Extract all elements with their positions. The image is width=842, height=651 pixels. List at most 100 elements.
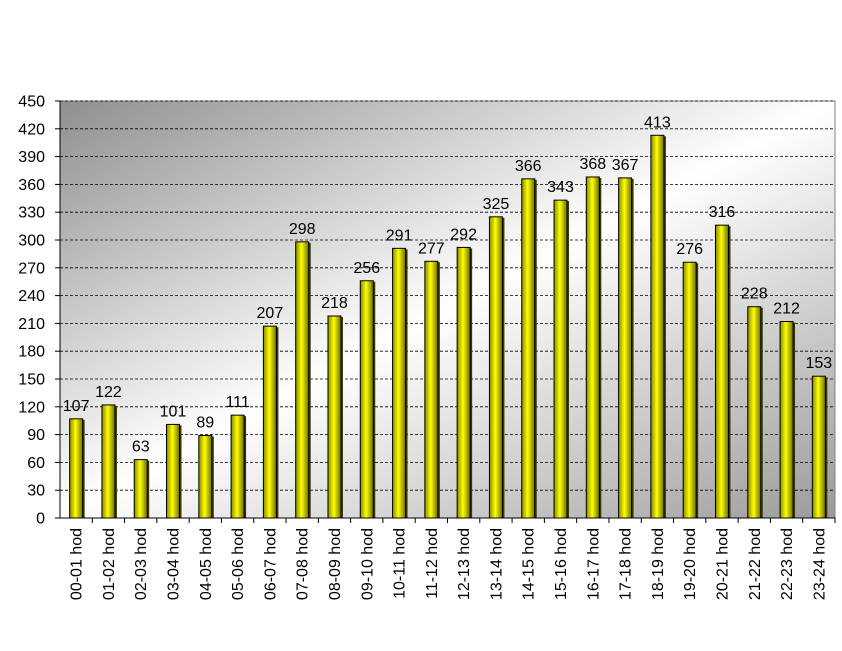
data-labels: 107 122 63 101 89 111 207 298 218 256 291 277 292 325… <box>63 114 833 455</box>
bar <box>230 414 247 519</box>
bar-body <box>747 306 762 519</box>
bar-side <box>437 262 440 518</box>
x-tick-label: 18-19 hod <box>650 528 667 600</box>
data-label: 207 <box>257 305 284 322</box>
bar <box>456 246 473 519</box>
data-label: 153 <box>806 355 833 372</box>
bar-side <box>308 242 311 518</box>
bar-body <box>166 423 181 519</box>
data-label: 63 <box>132 439 150 456</box>
bar <box>295 241 311 519</box>
bar <box>521 178 537 519</box>
bar-side <box>470 248 473 518</box>
bar-body <box>456 246 471 519</box>
bar <box>682 261 699 519</box>
bar-side <box>244 416 247 518</box>
bar-side <box>82 419 85 518</box>
bar-body <box>230 414 245 519</box>
bar <box>262 325 279 519</box>
data-label: 101 <box>160 403 187 420</box>
bar-body <box>811 375 826 519</box>
bar-body <box>198 435 213 519</box>
y-tick-label: 270 <box>18 260 45 277</box>
bar-body <box>521 178 536 519</box>
x-tick-label: 19-20 hod <box>682 528 699 600</box>
x-tick-label: 23-24 hod <box>811 528 828 600</box>
bar-body <box>359 280 374 519</box>
bar-side <box>276 327 279 518</box>
y-tick-label: 330 <box>18 205 45 222</box>
y-tick-label: 300 <box>18 233 45 250</box>
y-tick-label: 90 <box>27 427 45 444</box>
x-tick-label: 01-02 hod <box>101 528 118 600</box>
bar <box>553 199 570 519</box>
x-tick-label: 03-04 hod <box>166 528 183 600</box>
bar-body <box>618 177 633 519</box>
bar-side <box>696 263 699 518</box>
bar <box>69 418 85 519</box>
data-label: 291 <box>386 227 413 244</box>
bar-side <box>631 178 634 518</box>
x-tick-label: 22-23 hod <box>779 528 796 600</box>
y-tick-label: 0 <box>36 511 45 528</box>
bar-side <box>825 377 828 518</box>
bar-side <box>567 201 570 519</box>
bar <box>488 216 505 519</box>
y-tick-label: 390 <box>18 149 45 166</box>
data-label: 89 <box>196 415 214 432</box>
data-label: 256 <box>353 260 380 277</box>
bar-side <box>502 217 505 519</box>
data-label: 298 <box>289 221 316 238</box>
x-tick-label: 11-12 hod <box>424 528 441 599</box>
bar <box>133 459 150 519</box>
bar-body <box>69 418 84 519</box>
data-label: 111 <box>225 394 249 411</box>
data-label: 368 <box>579 156 606 173</box>
bar-body <box>262 325 277 519</box>
bar <box>650 134 666 519</box>
x-tick-label: 07-08 hod <box>295 528 312 600</box>
data-label: 212 <box>773 301 800 318</box>
bar <box>166 423 182 519</box>
bar-body <box>327 315 342 519</box>
bar-body <box>424 260 439 519</box>
bar <box>359 280 376 519</box>
x-tick-label: 16-17 hod <box>585 528 602 600</box>
bar-side <box>728 226 731 518</box>
x-tick-label: 00-01 hod <box>69 528 86 600</box>
x-tick-label: 21-22 hod <box>747 528 764 600</box>
bar-body <box>101 404 116 519</box>
x-tick-label: 05-06 hod <box>230 528 247 600</box>
x-tick-label: 06-07 hod <box>262 528 279 600</box>
bar <box>424 260 440 519</box>
bar-body <box>133 459 148 519</box>
bar-side <box>340 316 343 518</box>
bar-body <box>553 199 568 519</box>
x-tick-label: 13-14 hod <box>488 528 505 600</box>
bar-side <box>405 249 408 518</box>
bar-side <box>211 436 214 518</box>
x-tick-label: 14-15 hod <box>521 528 538 600</box>
bar <box>618 177 634 519</box>
y-tick-label: 360 <box>18 177 45 194</box>
bar-body <box>714 224 729 519</box>
data-label: 366 <box>515 158 542 175</box>
bar <box>714 224 731 519</box>
gridlines <box>60 100 835 491</box>
bars <box>69 134 828 519</box>
bar-body <box>392 247 407 519</box>
data-label: 107 <box>63 398 90 415</box>
bar-body <box>682 261 697 519</box>
bar-side <box>179 425 182 518</box>
y-tick-label: 450 <box>18 94 45 111</box>
bar <box>392 247 408 519</box>
data-label: 343 <box>547 179 574 196</box>
x-tick-label: 17-18 hod <box>618 528 635 600</box>
bar-side <box>534 179 537 518</box>
data-label: 228 <box>741 286 768 303</box>
bar <box>198 435 214 519</box>
x-tick-label: 04-05 hod <box>198 528 215 600</box>
plot-area <box>59 100 836 519</box>
